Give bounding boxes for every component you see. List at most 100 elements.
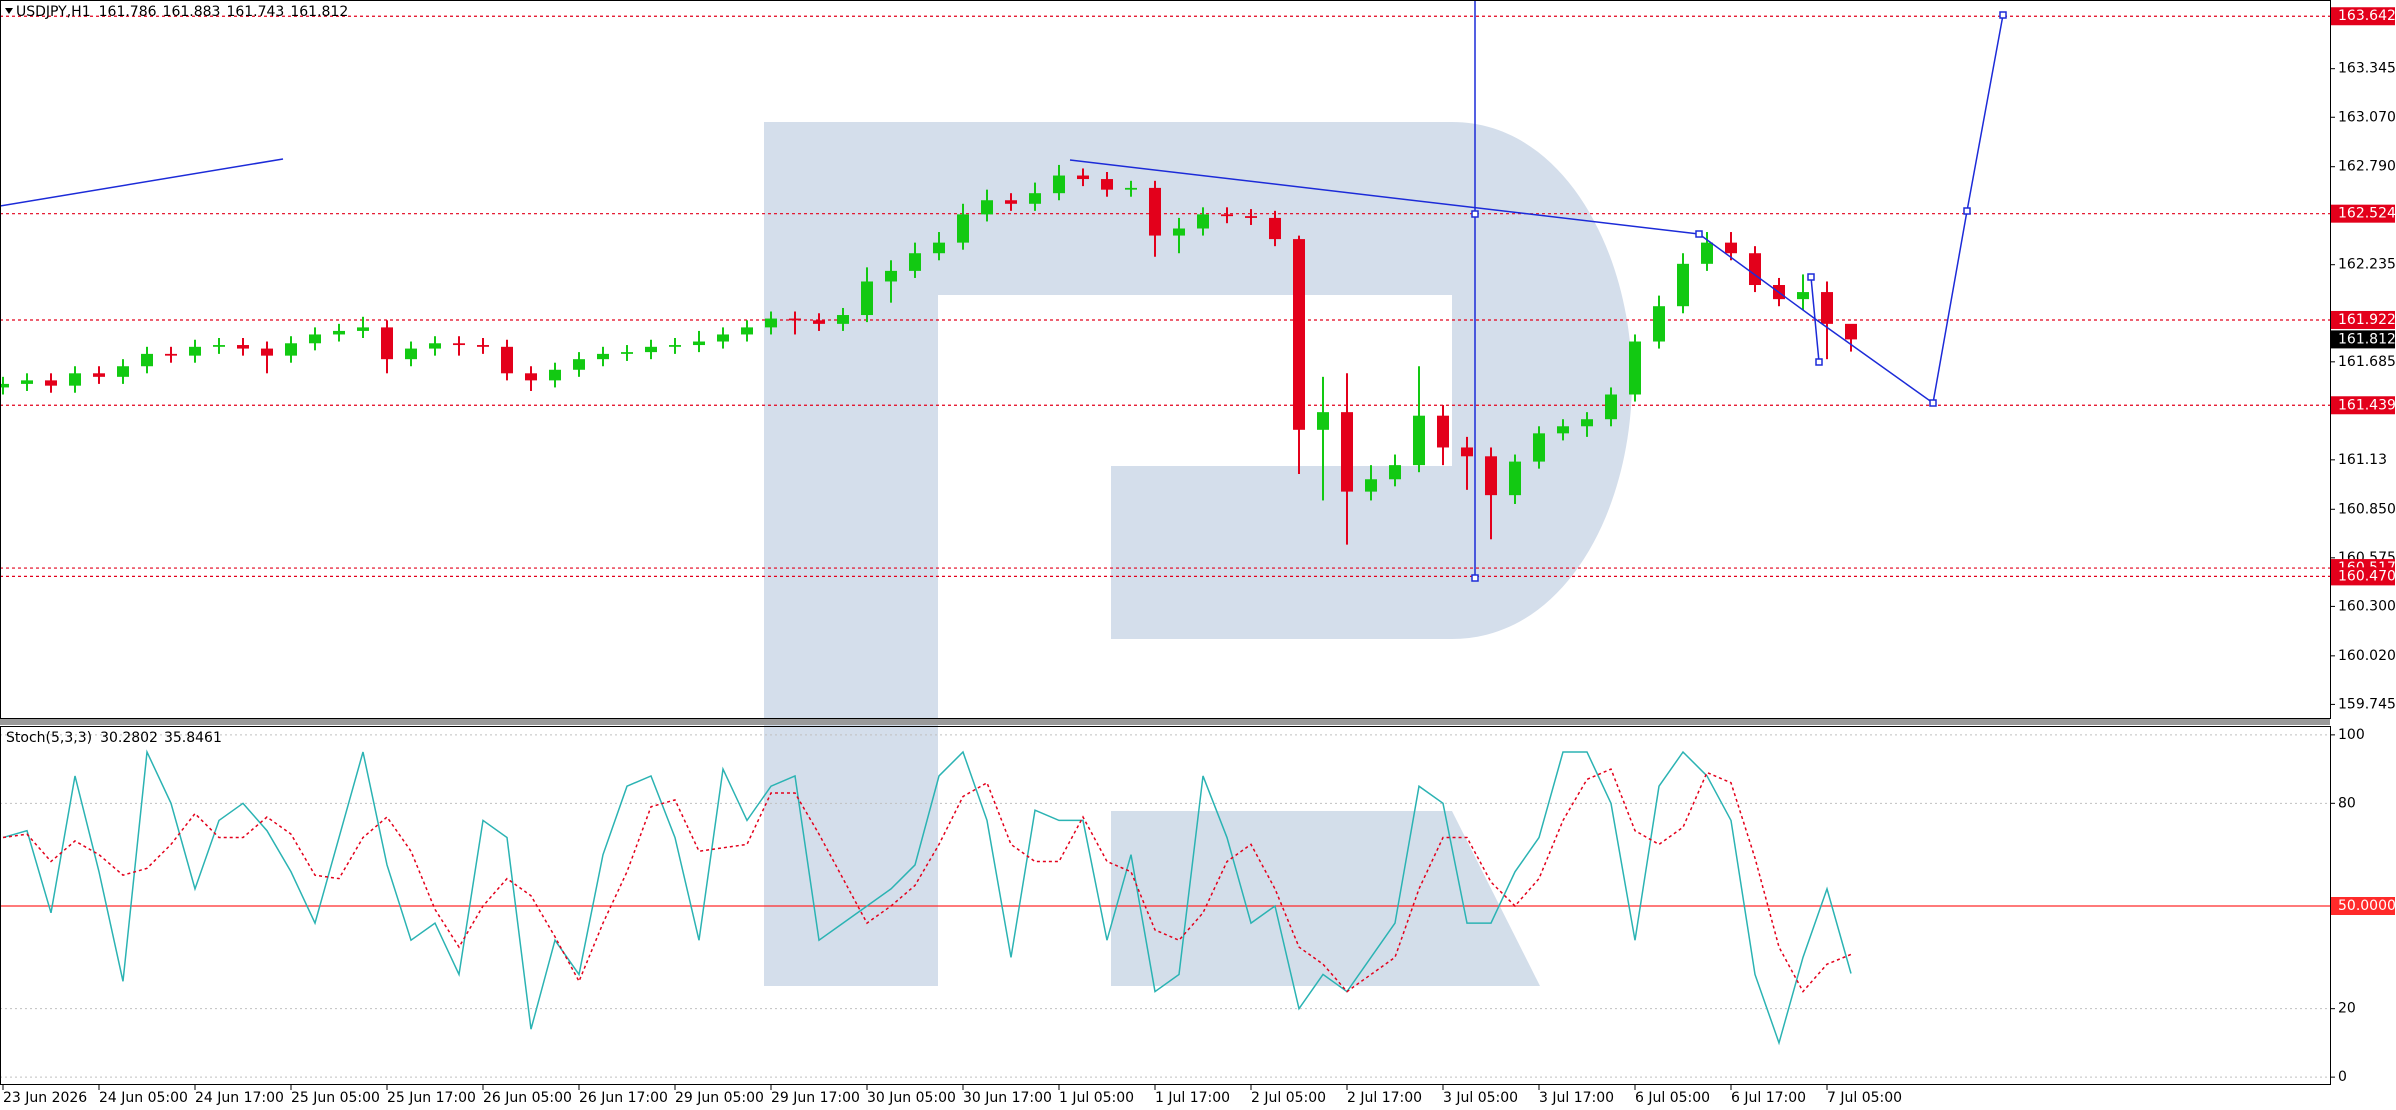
x-tick-label: 25 Jun 17:00	[387, 1090, 476, 1106]
candle-body	[717, 334, 729, 342]
y-tick-label: 160.020	[2338, 648, 2396, 664]
current-price-label: 161.812	[2338, 331, 2396, 347]
candle-body	[69, 373, 81, 386]
anchor-point	[1471, 210, 1479, 218]
candle-body	[477, 345, 489, 347]
x-tick-label: 30 Jun 17:00	[963, 1090, 1052, 1106]
candle-body	[333, 330, 345, 335]
x-tick-label: 6 Jul 17:00	[1731, 1090, 1806, 1106]
candle-body	[1605, 394, 1617, 420]
candle-body	[1581, 419, 1593, 427]
candle-body	[957, 214, 969, 243]
level-label-box	[2331, 897, 2395, 915]
y-tick-label: 160.850	[2338, 501, 2396, 517]
candle-body	[21, 380, 33, 384]
candle-body	[237, 345, 249, 349]
candle-body	[1245, 216, 1257, 218]
anchor-points	[1471, 11, 2007, 582]
symbol-title: USDJPY,H1	[16, 4, 91, 20]
candle-body	[1413, 415, 1425, 466]
x-tick-label: 1 Jul 05:00	[1059, 1090, 1134, 1106]
y-tick-label: 20	[2338, 1001, 2356, 1017]
header-value: 161.786	[99, 4, 157, 20]
level-label-box	[2331, 204, 2395, 223]
collapse-icon	[5, 8, 13, 14]
candle-body	[1197, 214, 1209, 229]
candle-body	[1053, 175, 1065, 194]
y-tick-label: 80	[2338, 795, 2356, 811]
candle-body	[1797, 292, 1809, 300]
candle-body	[357, 327, 369, 331]
labels: 163.345 163.070 162.790 162.235 161.685 161.1…	[2, 7, 2396, 1106]
x-tick-label: 24 Jun 05:00	[99, 1090, 188, 1106]
y-tick-label: 100	[2338, 727, 2365, 743]
x-tick-label: 2 Jul 17:00	[1347, 1090, 1422, 1106]
anchor-point	[1963, 207, 1971, 215]
candle-body	[1149, 187, 1161, 236]
candle-body	[0, 383, 9, 388]
candle-body	[1821, 292, 1833, 324]
candle-body	[1317, 412, 1329, 430]
main-frame	[0, 0, 2331, 719]
candle-body	[1485, 456, 1497, 496]
candle-body	[909, 253, 921, 271]
candle-body	[1005, 200, 1017, 204]
x-tick-label: 30 Jun 05:00	[867, 1090, 956, 1106]
x-tick-label: 6 Jul 05:00	[1635, 1090, 1710, 1106]
candle-body	[1365, 479, 1377, 492]
indicator-header: Stoch(5,3,3) 30.2802 35.8461	[6, 730, 222, 746]
candle-body	[933, 242, 945, 254]
candle-body	[45, 380, 57, 386]
y-tick-label: 161.13	[2338, 452, 2387, 468]
candle-body	[285, 343, 297, 356]
stochastic-panel	[0, 734, 2330, 1078]
drawings	[0, 0, 2007, 582]
x-tick-label: 23 Jun 2026	[3, 1090, 87, 1106]
header-value: 161.743	[226, 4, 284, 20]
candle-body	[405, 348, 417, 360]
candle-body	[1437, 415, 1449, 448]
candle-body	[309, 334, 321, 344]
watermark-shape	[1111, 811, 1540, 986]
forecast-path	[1810, 276, 1820, 363]
y-tick-label: 159.745	[2338, 696, 2396, 712]
x-tick-label: 26 Jun 17:00	[579, 1090, 668, 1106]
candle-body	[1557, 426, 1569, 434]
candle-body	[117, 366, 129, 377]
candle-body	[1101, 179, 1113, 190]
x-tick-label: 3 Jul 05:00	[1443, 1090, 1518, 1106]
level-label: 161.439	[2338, 397, 2396, 413]
candle-body	[1341, 412, 1353, 492]
level-label: 160.470	[2338, 568, 2396, 584]
anchor-point	[1695, 230, 1703, 238]
candle-body	[1029, 193, 1041, 204]
watermark	[764, 122, 1632, 986]
level-label: 163.642	[2338, 8, 2396, 24]
anchor-point	[1807, 273, 1815, 281]
y-tick-label: 160.300	[2338, 598, 2396, 614]
x-tick-label: 24 Jun 17:00	[195, 1090, 284, 1106]
current-price-box	[2331, 330, 2395, 349]
candle-body	[1629, 341, 1641, 395]
candle-body	[765, 318, 777, 328]
level-label: 161.922	[2338, 312, 2396, 328]
candle-body	[165, 353, 177, 356]
indicator-value: 35.8461	[164, 730, 222, 746]
candle-body	[549, 369, 561, 381]
stochastic-frame	[0, 726, 2331, 1085]
stochastic-line	[2, 749, 1852, 1046]
level-label: 50.0000	[2338, 898, 2396, 914]
candle-body	[1845, 323, 1857, 340]
candle-body	[1677, 263, 1689, 307]
anchor-point	[1929, 399, 1937, 407]
y-tick-label: 163.345	[2338, 61, 2396, 77]
y-tick-label: 161.685	[2338, 354, 2396, 370]
candle-body	[1173, 228, 1185, 236]
level-label-box	[2331, 310, 2395, 329]
candle-body	[741, 327, 753, 335]
candle-body	[1125, 187, 1137, 190]
candle-body	[381, 327, 393, 360]
candle-body	[621, 352, 633, 354]
